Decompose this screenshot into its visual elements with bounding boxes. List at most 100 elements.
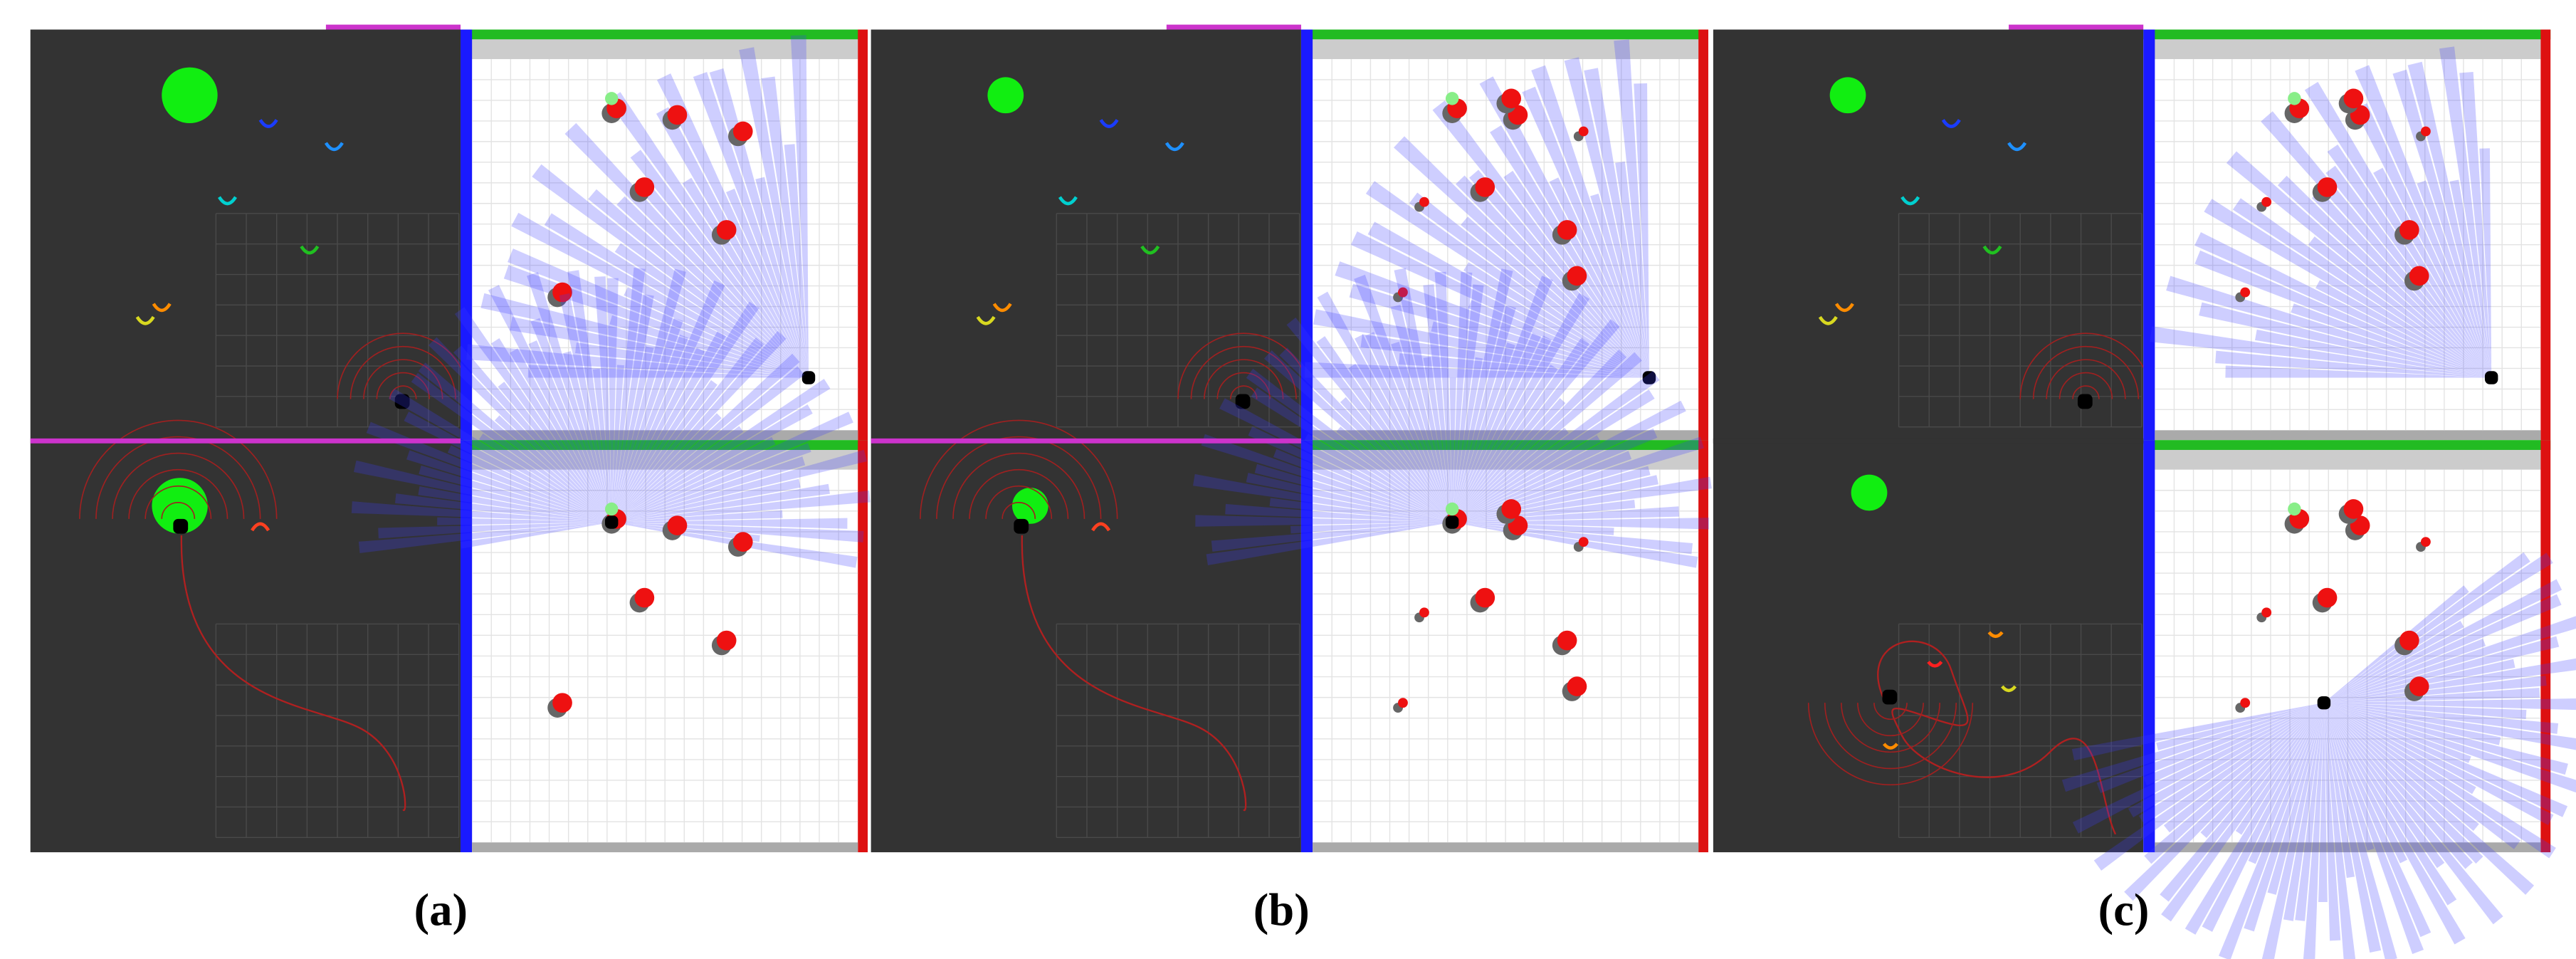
laser-beam	[2323, 703, 2445, 869]
laser-beam	[2479, 148, 2492, 378]
laser-beam	[611, 294, 654, 523]
divider	[325, 24, 461, 30]
obstacle-arc	[324, 142, 344, 152]
obstacle-arc	[1818, 315, 1838, 325]
wall-right	[1698, 29, 1708, 441]
laser-beam	[2261, 703, 2324, 959]
laser-beam	[2323, 703, 2535, 895]
scene-panel	[1713, 24, 2576, 959]
laser-beam	[2138, 703, 2324, 824]
laser-beam	[611, 483, 830, 523]
laser-beam	[2202, 703, 2324, 932]
scan-ring	[920, 419, 1118, 519]
goal-marker	[2288, 92, 2301, 105]
laser-beam	[2323, 579, 2562, 703]
laser-beam	[418, 486, 612, 523]
laser-beam	[611, 330, 787, 523]
laser-beam	[1354, 274, 1453, 523]
wall-right	[858, 29, 868, 441]
laser-beam	[693, 72, 809, 378]
laser-beam	[2254, 329, 2492, 378]
laser-beam	[2318, 703, 2328, 903]
laser-beam	[1340, 397, 1453, 523]
laser-beam	[611, 436, 776, 523]
laser-beam	[1564, 57, 1649, 378]
laser-beam	[611, 412, 853, 523]
laser-beam	[611, 334, 689, 523]
scan-ring	[1216, 372, 1271, 399]
obstacle	[1501, 88, 1522, 109]
laser-beam	[1468, 300, 1649, 378]
scan-ring	[1229, 385, 1258, 399]
sim-view-dark	[30, 29, 461, 441]
scan-ring	[936, 436, 1102, 519]
obstacle	[2343, 88, 2364, 109]
wall-left	[461, 29, 473, 441]
laser-beam	[2124, 703, 2324, 901]
divider	[2009, 24, 2144, 30]
wall-bottom	[1313, 842, 1699, 853]
laser-beam	[609, 315, 809, 378]
scan-ring	[2059, 372, 2113, 399]
laser-beam	[544, 213, 809, 378]
laser-beam	[1206, 522, 1453, 565]
obstacle	[2317, 587, 2338, 608]
laser-beam	[388, 388, 612, 523]
laser-beam	[2323, 703, 2408, 864]
laser-beam	[528, 340, 612, 523]
laser-beam	[358, 522, 612, 553]
obstacle	[2409, 266, 2429, 286]
laser-beam	[2323, 703, 2479, 832]
laser-beam	[2323, 621, 2464, 703]
laser-beam	[2417, 180, 2492, 378]
laser-beam	[611, 449, 868, 523]
laser-beam	[2323, 703, 2382, 953]
laser-beam	[2323, 703, 2483, 864]
wall-shade	[1310, 449, 1699, 470]
divider	[30, 438, 461, 444]
scan-ring	[144, 485, 212, 519]
robot	[604, 515, 619, 529]
laser-beam	[2283, 703, 2324, 921]
laser-beam	[611, 510, 783, 523]
laser-beam	[726, 188, 809, 378]
scan-ring	[1840, 703, 1940, 753]
laser-beam	[494, 415, 612, 523]
laser-beam	[2204, 199, 2492, 378]
wall-right	[2540, 29, 2551, 441]
laser-beam	[530, 318, 612, 523]
laser-beam	[2323, 703, 2568, 775]
laser-beam	[1248, 426, 1453, 523]
laser-beam	[1452, 337, 1590, 523]
trajectory	[1877, 640, 2117, 835]
obstacle	[732, 532, 753, 552]
laser-beam	[2143, 703, 2324, 786]
obstacle	[1567, 266, 1587, 286]
wall-top	[461, 29, 868, 40]
laser-beam	[2459, 71, 2492, 378]
laser-beam	[2323, 703, 2471, 763]
laser-beam	[2161, 703, 2324, 922]
laser-beam	[2267, 703, 2324, 895]
obstacle-arc	[2007, 142, 2027, 152]
laser-beam	[2355, 65, 2492, 378]
laser-beam	[1452, 522, 1614, 535]
scan-ring	[2046, 359, 2126, 399]
laser-beam	[2185, 703, 2324, 935]
laser-beam	[1452, 400, 1686, 523]
laser-beam	[2323, 552, 2553, 703]
laser-beam	[1615, 161, 1649, 378]
laser-beam	[1246, 368, 1453, 523]
wall-left	[461, 440, 473, 853]
obstacle	[667, 515, 688, 535]
laser-beam	[2194, 250, 2492, 378]
laser-beam	[1452, 435, 1601, 523]
laser-beam	[460, 522, 612, 549]
obstacle-arc	[1834, 303, 1854, 313]
laser-beam	[611, 426, 744, 523]
trajectory	[1021, 535, 1247, 812]
laser-beam	[755, 177, 809, 378]
laser-beam	[2323, 703, 2556, 859]
wall-left	[2143, 29, 2155, 441]
